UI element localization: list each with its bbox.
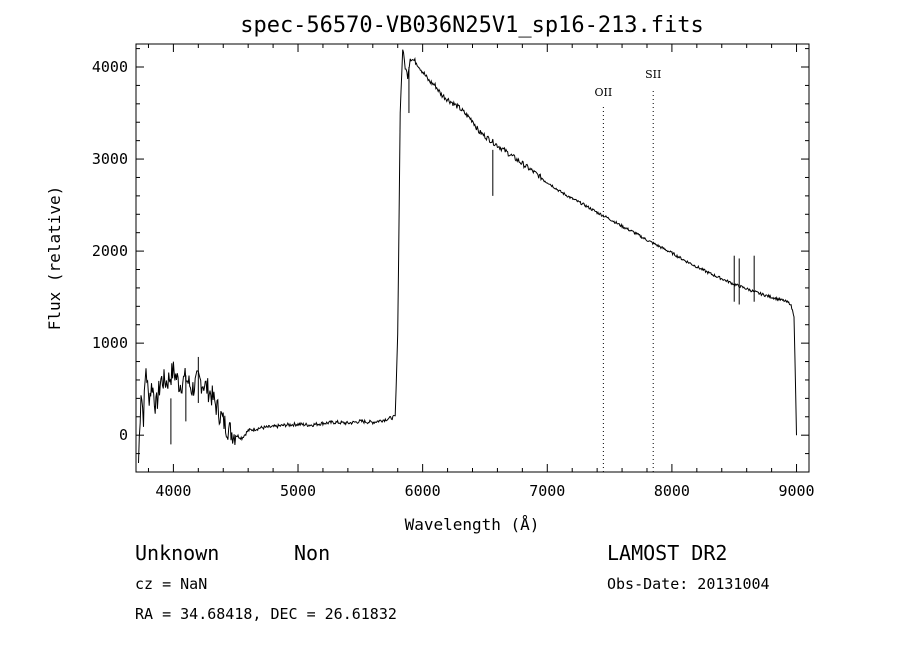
survey-name: LAMOST DR2 bbox=[607, 541, 727, 565]
spectrum-line bbox=[138, 49, 797, 464]
y-axis-ticks: 0 1000 2000 3000 4000 bbox=[92, 48, 809, 455]
annotation-label: OII bbox=[595, 86, 613, 99]
y-tick-label: 4000 bbox=[92, 58, 128, 76]
x-tick-label: 8000 bbox=[654, 482, 690, 500]
object-subclass: Non bbox=[294, 541, 330, 565]
object-class: Unknown bbox=[135, 541, 219, 565]
chart-title: spec-56570-VB036N25V1_sp16-213.fits bbox=[240, 13, 704, 38]
observation-date: Obs-Date: 20131004 bbox=[607, 575, 770, 593]
plot-frame bbox=[135, 43, 810, 473]
y-tick-label: 1000 bbox=[92, 334, 128, 352]
coordinates: RA = 34.68418, DEC = 26.61832 bbox=[135, 605, 397, 623]
x-axis-ticks: 4000 5000 6000 7000 8000 9000 bbox=[147, 44, 815, 500]
absorption-features bbox=[170, 67, 755, 445]
x-tick-label: 7000 bbox=[529, 482, 565, 500]
x-tick-label: 9000 bbox=[778, 482, 814, 500]
y-tick-label: 0 bbox=[119, 426, 128, 444]
annotation-label: SII bbox=[645, 68, 661, 81]
x-tick-label: 4000 bbox=[155, 482, 191, 500]
y-axis-label: Flux (relative) bbox=[45, 186, 64, 331]
x-tick-label: 5000 bbox=[280, 482, 316, 500]
y-tick-label: 2000 bbox=[92, 242, 128, 260]
x-tick-label: 6000 bbox=[405, 482, 441, 500]
line-annotations: OII SII bbox=[595, 68, 661, 472]
y-tick-label: 3000 bbox=[92, 150, 128, 168]
redshift-cz: cz = NaN bbox=[135, 575, 207, 593]
x-axis-label: Wavelength (Å) bbox=[405, 515, 540, 534]
